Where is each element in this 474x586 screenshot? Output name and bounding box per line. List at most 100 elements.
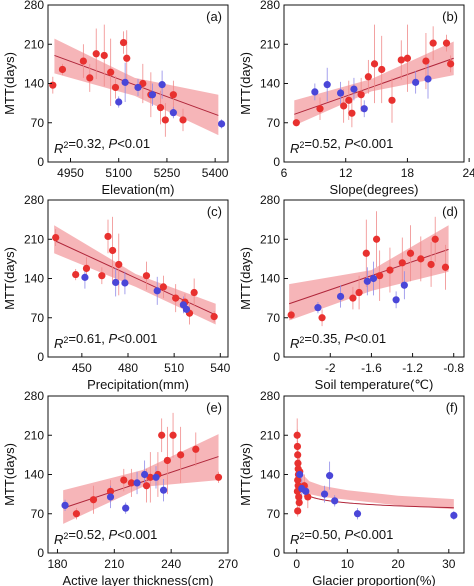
red-data-point <box>441 263 450 271</box>
blue-data-point <box>392 296 400 304</box>
blue-data-point <box>122 504 130 512</box>
plot-area <box>293 418 458 520</box>
panel-label: (a) <box>206 9 222 24</box>
chart-panel-6: 0 70 140 210 280 0 10 20 30 Glacier proportion(%)… <box>238 389 465 586</box>
stat-part: <0.001 <box>117 527 157 542</box>
y-tick-label: 280 <box>260 0 280 12</box>
red-data-point <box>192 445 200 453</box>
red-data-point <box>172 294 180 302</box>
stat-part: <0.01 <box>353 331 386 346</box>
y-tick-label: 210 <box>24 428 44 442</box>
stat-part: =0.50, <box>304 527 344 542</box>
fit-line <box>53 239 216 316</box>
blue-data-point <box>314 304 322 312</box>
y-tick-label: 70 <box>267 311 281 325</box>
stat-annotation: R2=0.61, P<0.001 <box>54 331 157 351</box>
confidence-band <box>297 449 454 510</box>
red-data-point <box>161 116 169 124</box>
x-axis-label: Glacier proportion(%) <box>312 573 436 586</box>
stat-annotation: R2=0.52, P<0.001 <box>54 527 157 547</box>
x-tick-label: 20 <box>391 557 405 571</box>
x-axis-label: Elevation(m) <box>102 182 175 197</box>
red-data-point <box>318 314 326 322</box>
x-tick-label: -0.8 <box>443 361 464 375</box>
red-data-point <box>362 249 370 257</box>
y-tick-label: 0 <box>273 155 280 169</box>
y-tick-label: 280 <box>24 0 44 12</box>
red-data-point <box>417 255 425 263</box>
y-axis-label: MTT(days) <box>2 443 17 506</box>
blue-data-point <box>61 501 69 509</box>
red-data-point <box>210 313 218 321</box>
red-data-point <box>431 235 439 243</box>
y-axis-label: MTT(days) <box>238 247 253 310</box>
red-data-point <box>293 431 301 439</box>
y-tick-label: 140 <box>24 468 44 482</box>
red-data-point <box>292 119 300 127</box>
y-tick-label: 140 <box>260 468 280 482</box>
blue-data-point <box>336 292 345 301</box>
y-tick-label: 0 <box>37 155 44 169</box>
blue-data-point <box>152 473 160 481</box>
red-data-point <box>294 459 302 467</box>
red-data-point <box>372 235 381 243</box>
y-tick-label: 0 <box>37 350 44 364</box>
red-data-point <box>86 74 94 82</box>
red-data-point <box>179 116 187 124</box>
blue-data-point <box>400 281 408 289</box>
red-data-point <box>106 487 115 495</box>
x-tick-label: 480 <box>118 361 138 375</box>
y-tick-label: 140 <box>24 77 44 91</box>
red-data-point <box>109 246 117 255</box>
plot-area <box>49 24 226 137</box>
y-tick-label: 210 <box>24 37 44 51</box>
red-data-point <box>304 493 312 501</box>
blue-data-point <box>121 78 129 86</box>
x-tick-label: 4950 <box>57 166 84 180</box>
red-data-point <box>447 60 455 68</box>
stat-part: =0.61, <box>68 331 108 346</box>
red-data-point <box>111 83 120 92</box>
blue-data-point <box>353 510 362 518</box>
red-data-point <box>104 232 112 241</box>
stat-annotation: R2=0.50, P<0.001 <box>290 527 393 547</box>
red-data-point <box>79 57 87 65</box>
stat-part: R <box>290 532 299 547</box>
x-tick-label: 0 <box>293 557 300 571</box>
blue-data-point <box>296 470 304 479</box>
x-tick-label: 540 <box>210 361 230 375</box>
red-data-point <box>429 39 437 47</box>
y-tick-label: 210 <box>260 37 280 51</box>
stat-part: P <box>345 527 354 542</box>
red-data-point <box>49 81 57 89</box>
blue-data-point <box>326 472 334 480</box>
red-data-point <box>376 272 384 280</box>
red-data-point <box>156 104 165 112</box>
red-data-point <box>142 482 151 490</box>
red-data-point <box>357 91 365 99</box>
red-data-point <box>294 451 302 459</box>
stat-part: R <box>54 532 63 547</box>
stat-part: <0.01 <box>117 136 150 151</box>
red-data-point <box>89 496 98 504</box>
blue-data-point <box>158 81 166 89</box>
stat-part: P <box>109 527 118 542</box>
red-data-point <box>169 91 177 99</box>
red-data-point <box>442 39 451 47</box>
stat-part: 2 <box>63 531 68 541</box>
blue-data-point <box>217 120 226 128</box>
red-data-point <box>169 431 177 439</box>
y-axis-label: MTT(days) <box>238 52 253 115</box>
blue-data-point <box>450 511 458 520</box>
blue-data-point <box>153 287 161 295</box>
red-data-point <box>295 498 303 507</box>
red-data-point <box>115 260 123 269</box>
x-tick-label: 6 <box>281 166 288 180</box>
stat-part: P <box>345 136 354 151</box>
y-tick-label: 0 <box>37 546 44 560</box>
stat-part: <0.001 <box>117 331 157 346</box>
blue-data-point <box>360 105 368 113</box>
blue-data-point <box>159 486 168 494</box>
x-tick-label: 12 <box>339 166 353 180</box>
panel-label: (e) <box>206 400 222 415</box>
